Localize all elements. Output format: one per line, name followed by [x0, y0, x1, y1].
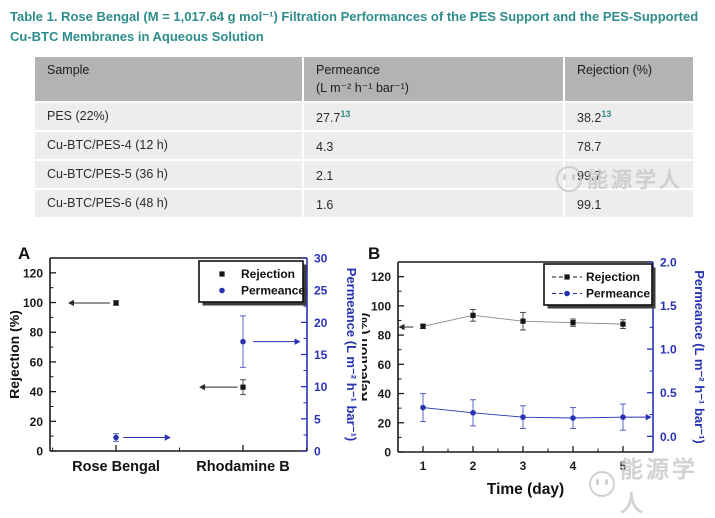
- svg-text:25: 25: [314, 284, 328, 298]
- table-cell-permeance: 1.6: [304, 190, 563, 217]
- legend: Rejection Permeance: [198, 260, 307, 306]
- svg-text:Rejection: Rejection: [241, 267, 295, 281]
- left-axis-title: Rejection (%): [10, 310, 22, 399]
- panel-label: A: [18, 244, 30, 263]
- svg-text:0.0: 0.0: [660, 430, 677, 444]
- axes: 0 20 40 60 80 100 120 0.0 0.5 1.0 1.5 2.0 1 2 3 4 5: [371, 256, 677, 474]
- col-header-permeance: Permeance (L m⁻² h⁻¹ bar⁻¹): [304, 57, 563, 101]
- axes: 0 20 40 60 80 100 120 0 5 10 15 20 25 30 Rose Bengal Rh…: [23, 252, 328, 476]
- svg-text:2.0: 2.0: [660, 256, 677, 270]
- svg-text:20: 20: [30, 415, 44, 429]
- results-table: Sample Permeance (L m⁻² h⁻¹ bar⁻¹) Rejec…: [35, 57, 693, 217]
- svg-text:3: 3: [520, 459, 527, 473]
- axis-arrow: [645, 413, 652, 421]
- right-axis-title: Permeance (L m⁻² h⁻¹ bar⁻¹): [692, 270, 707, 444]
- table-cell-rejection: 38.213: [565, 103, 693, 130]
- footnote-ref: 13: [601, 109, 612, 119]
- svg-text:100: 100: [23, 296, 43, 310]
- panel-label: B: [368, 244, 380, 263]
- left-axis-title: Rejection (%): [362, 313, 370, 402]
- svg-text:120: 120: [371, 270, 391, 284]
- series-permeance: [113, 315, 247, 442]
- watermark-energy-scholar: 能源学人: [589, 450, 715, 518]
- svg-text:0: 0: [384, 446, 391, 460]
- svg-text:100: 100: [371, 299, 391, 313]
- table-cell-sample: Cu-BTC/PES-5 (36 h): [35, 161, 302, 188]
- col-header-sample: Sample: [35, 57, 302, 101]
- table-cell-permeance: 4.3: [304, 132, 563, 159]
- series-permeance: [420, 393, 626, 431]
- svg-text:Permeance: Permeance: [241, 284, 305, 298]
- svg-text:15: 15: [314, 348, 328, 362]
- svg-text:0: 0: [314, 445, 321, 459]
- svg-text:1: 1: [420, 459, 427, 473]
- footnote-ref: 13: [340, 109, 351, 119]
- table-cell-rejection: 78.7: [565, 132, 693, 159]
- watermark-text: 能源学人: [587, 169, 683, 192]
- svg-text:5: 5: [620, 459, 627, 473]
- table-cell-sample: PES (22%): [35, 103, 302, 130]
- legend: Rejection Permeance: [543, 263, 656, 309]
- svg-text:2: 2: [470, 459, 477, 473]
- axis-arrow: [164, 434, 171, 441]
- figure-panel-b: 0 20 40 60 80 100 120 0.0 0.5 1.0 1.5 2.0 1 2 3 4 5 Rejec…: [362, 244, 707, 498]
- axis-arrow: [67, 299, 74, 307]
- x-axis-title: Time (day): [487, 481, 564, 498]
- series-rejection: [113, 300, 247, 396]
- svg-text:0.5: 0.5: [660, 386, 677, 400]
- svg-text:Rhodamine B: Rhodamine B: [196, 459, 289, 475]
- table-cell-sample: Cu-BTC/PES-6 (48 h): [35, 190, 302, 217]
- watermark-logo-icon: [589, 471, 615, 497]
- svg-text:5: 5: [314, 412, 321, 426]
- svg-text:Rejection: Rejection: [586, 270, 640, 284]
- figure-panel-a: 0 20 40 60 80 100 120 0 5 10 15 20 25 30 Rose Bengal Rh…: [10, 244, 359, 476]
- svg-text:20: 20: [378, 416, 392, 430]
- svg-text:20: 20: [314, 316, 328, 330]
- watermark-energy-scholar: 能源学人: [556, 164, 683, 194]
- table-cell-permeance: 2.1: [304, 161, 563, 188]
- svg-text:60: 60: [378, 358, 392, 372]
- svg-text:0: 0: [36, 445, 43, 459]
- svg-text:Permeance: Permeance: [586, 287, 650, 301]
- svg-text:120: 120: [23, 266, 43, 280]
- svg-text:4: 4: [570, 459, 577, 473]
- table-title: Table 1. Rose Bengal (M = 1,017.64 g mol…: [10, 9, 699, 45]
- axis-arrow: [199, 383, 206, 391]
- svg-text:80: 80: [378, 329, 392, 343]
- table-cell-rejection: 99.1: [565, 190, 693, 217]
- watermark-text: 能源学人: [620, 456, 698, 516]
- col-header-rejection: Rejection (%): [565, 57, 693, 101]
- svg-text:40: 40: [30, 385, 44, 399]
- table-cell-sample: Cu-BTC/PES-4 (12 h): [35, 132, 302, 159]
- right-axis-title: Permeance (L m⁻² h⁻¹ bar⁻¹): [344, 268, 359, 442]
- svg-text:Rose Bengal: Rose Bengal: [72, 459, 160, 475]
- axis-arrow: [294, 338, 301, 345]
- table-cell-permeance: 27.713: [304, 103, 563, 130]
- svg-text:80: 80: [30, 326, 44, 340]
- svg-text:40: 40: [378, 387, 392, 401]
- table-cell-rejection: 99.7: [565, 161, 693, 188]
- series-rejection: [420, 309, 626, 331]
- svg-text:1.5: 1.5: [660, 299, 677, 313]
- svg-text:10: 10: [314, 380, 328, 394]
- axis-arrow: [398, 323, 405, 331]
- watermark-logo-icon: [556, 166, 582, 192]
- svg-text:1.0: 1.0: [660, 343, 677, 357]
- svg-text:60: 60: [30, 355, 44, 369]
- svg-text:30: 30: [314, 252, 328, 266]
